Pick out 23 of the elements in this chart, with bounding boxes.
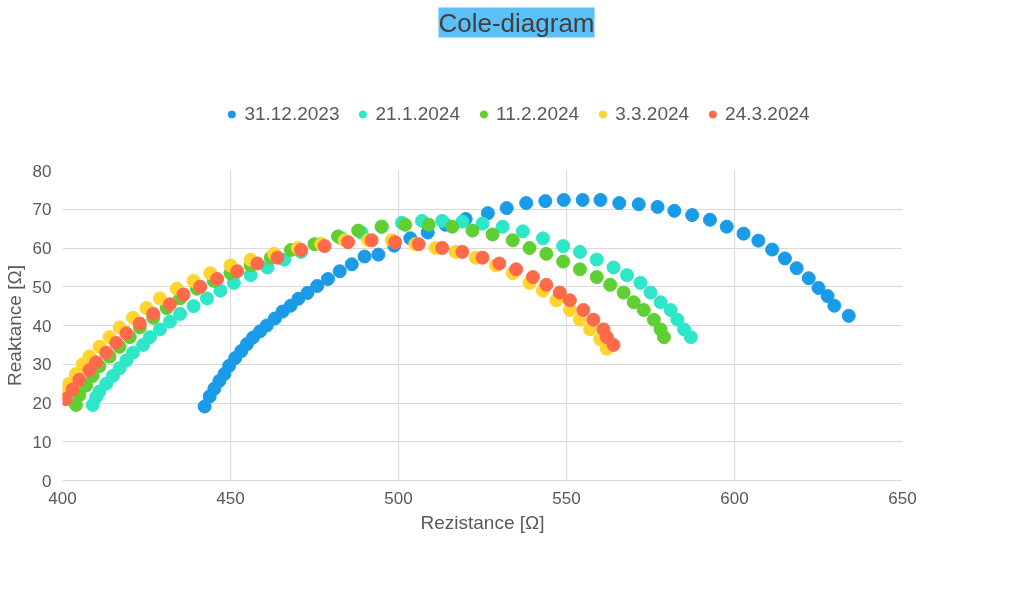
legend-label: 3.3.2024 — [615, 103, 690, 125]
y-axis-title: Reaktance [Ω] — [3, 265, 25, 386]
y-tick-label: 40 — [32, 316, 52, 336]
x-tick-label: 600 — [720, 488, 749, 508]
y-tick-label: 20 — [32, 394, 52, 413]
y-tick-label: 70 — [32, 200, 52, 220]
legend-label: 31.12.2023 — [244, 103, 340, 125]
y-tick-label: 10 — [32, 432, 52, 452]
x-axis-title: Rezistance [Ω] — [420, 511, 545, 533]
y-tick-label: 50 — [32, 277, 52, 297]
y-tick-label: 0 — [42, 471, 52, 491]
legend-label: 11.2.2024 — [496, 103, 580, 125]
y-tick-label: 60 — [32, 239, 52, 258]
x-tick-label: 500 — [384, 488, 413, 508]
chart-title: Cole-diagram — [438, 7, 595, 38]
x-tick-label: 450 — [216, 488, 245, 508]
y-tick-label: 30 — [32, 355, 52, 375]
x-tick-label: 650 — [888, 488, 917, 508]
x-tick-label: 400 — [48, 488, 77, 508]
x-tick-label: 550 — [552, 488, 581, 508]
legend-label: 24.3.2024 — [725, 103, 810, 125]
y-tick-label: 80 — [32, 161, 52, 181]
legend-label: 21.1.2024 — [375, 103, 460, 125]
